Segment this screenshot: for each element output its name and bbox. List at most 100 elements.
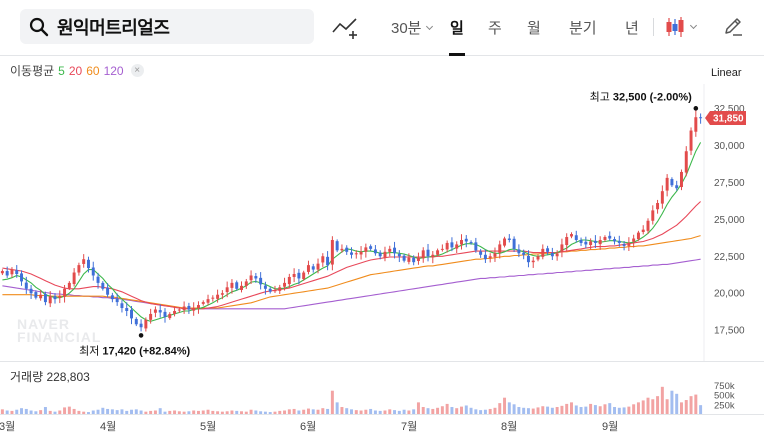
low-annotation-label: 최저 — [79, 344, 102, 357]
candle — [388, 245, 392, 257]
candle — [340, 244, 344, 253]
candle-body — [479, 251, 483, 255]
candle — [498, 240, 502, 259]
pencil-icon[interactable] — [722, 15, 744, 37]
candle — [660, 185, 664, 209]
volume-bar — [235, 410, 239, 414]
candle-body — [206, 299, 210, 303]
pane-divider — [0, 361, 764, 362]
candle — [96, 272, 100, 289]
volume-bar — [364, 409, 368, 414]
volume-bar — [388, 409, 392, 414]
candle — [656, 199, 660, 214]
candle — [646, 218, 650, 234]
candle — [63, 285, 67, 303]
scale-toggle-button[interactable]: Linear — [711, 67, 742, 79]
volume-bar — [402, 409, 406, 414]
candle-body — [249, 275, 253, 281]
stock-search-box[interactable]: 원익머트리얼즈 — [20, 9, 314, 44]
volume-bar — [58, 410, 62, 414]
candle — [474, 237, 478, 253]
period-30min-button[interactable]: 30분 — [391, 17, 433, 38]
volume-bar — [517, 407, 521, 414]
candle — [254, 272, 258, 283]
ma-legend-close-icon[interactable]: × — [130, 64, 144, 77]
candle — [15, 265, 19, 278]
candle-body — [168, 313, 172, 319]
volume-bar — [565, 403, 569, 414]
chevron-down-icon — [425, 22, 433, 30]
volume-bar — [699, 405, 703, 414]
candle — [593, 235, 597, 249]
candle-body — [383, 251, 387, 258]
candle-body — [522, 252, 526, 255]
high-marker — [693, 106, 699, 111]
y-tick-label: 25,000 — [714, 215, 745, 226]
period-month-tab[interactable]: 월 — [527, 17, 541, 38]
candle-body — [134, 318, 138, 325]
drawing-tool-icon[interactable] — [331, 14, 359, 40]
volume-bar — [660, 386, 664, 414]
volume-bar — [636, 402, 640, 414]
period-week-tab[interactable]: 주 — [488, 17, 502, 38]
candle — [110, 292, 114, 303]
period-quarter-tab[interactable]: 분기 — [569, 17, 597, 38]
volume-bar — [498, 403, 502, 414]
candle-body — [369, 246, 373, 249]
period-year-tab[interactable]: 년 — [625, 17, 639, 38]
volume-bar — [263, 411, 267, 414]
price-chart[interactable]: 32,500 30,000 27,500 25,000 22,500 20,000 17,5… — [0, 84, 764, 361]
volume-bar — [67, 406, 71, 414]
candle — [292, 268, 296, 283]
volume-bar — [287, 409, 291, 414]
volume-bar — [373, 410, 377, 414]
candle — [158, 304, 162, 318]
candle — [125, 302, 129, 317]
candle — [220, 290, 224, 300]
ma20-line — [2, 201, 701, 310]
chart-type-button[interactable] — [664, 14, 704, 40]
candle-body — [488, 256, 492, 259]
candle — [622, 241, 626, 251]
volume-bar — [153, 410, 157, 414]
volume-bar — [421, 407, 425, 414]
candle — [431, 251, 435, 264]
candle-body — [598, 239, 602, 245]
volume-bar — [445, 403, 449, 414]
candle-body — [555, 253, 559, 257]
candle — [134, 317, 138, 327]
candle — [445, 240, 449, 253]
candle — [675, 180, 679, 191]
candle — [531, 256, 535, 268]
candle-body — [302, 272, 306, 280]
volume-bar — [584, 406, 588, 414]
candle — [684, 146, 688, 177]
candle-body — [464, 238, 468, 242]
volume-bar — [359, 410, 363, 414]
candle — [503, 236, 507, 248]
candle — [689, 127, 693, 156]
candle-body — [397, 253, 401, 257]
volume-bar — [350, 409, 353, 414]
volume-bar — [483, 409, 487, 414]
candle-body — [436, 250, 440, 255]
candle-body — [670, 179, 674, 186]
volume-bar — [512, 404, 516, 414]
period-day-tab[interactable]: 일 — [450, 17, 464, 38]
volume-bar — [101, 407, 105, 414]
volume-bar — [613, 407, 617, 414]
volume-bar — [570, 402, 573, 414]
candle — [244, 278, 248, 289]
candle — [139, 319, 143, 332]
candle-body — [106, 287, 110, 295]
candle — [211, 295, 215, 302]
high-annotation-value: 32,500 (-2.00%) — [613, 91, 692, 103]
candle-body — [211, 297, 215, 299]
candle-body — [24, 282, 28, 289]
candle — [665, 174, 669, 197]
candle — [187, 302, 191, 314]
candle — [402, 253, 406, 263]
volume-bar — [225, 411, 229, 414]
volume-tick-label: 500k — [714, 391, 735, 402]
